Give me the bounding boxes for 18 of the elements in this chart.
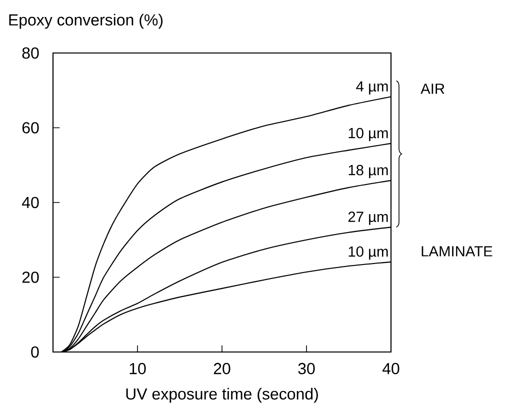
series-label: 18 µm <box>348 164 388 178</box>
series-label: 4 µm <box>356 81 388 94</box>
y-tick-label: 20 <box>22 272 39 283</box>
y-tick-label: 60 <box>22 122 39 134</box>
x-tick-label: 10 <box>130 362 146 374</box>
y-tick-label: 80 <box>22 47 39 59</box>
series-label: 27 µm <box>348 212 388 225</box>
x-axis-title: UV exposure time (second) <box>126 388 318 403</box>
text: AIR <box>420 84 444 94</box>
text: LAMINATE <box>422 246 492 256</box>
x-tick-label: 30 <box>298 362 315 374</box>
y-tick-label: 40 <box>22 196 39 208</box>
y-tick-label: 0 <box>31 346 39 358</box>
y-axis-title: Epoxy conversion (%) <box>9 14 163 29</box>
x-tick-label: 40 <box>382 362 400 374</box>
series-label: 10 µm <box>348 128 388 142</box>
x-tick-label: 20 <box>214 362 230 374</box>
series-label: 10 µm <box>348 246 388 260</box>
